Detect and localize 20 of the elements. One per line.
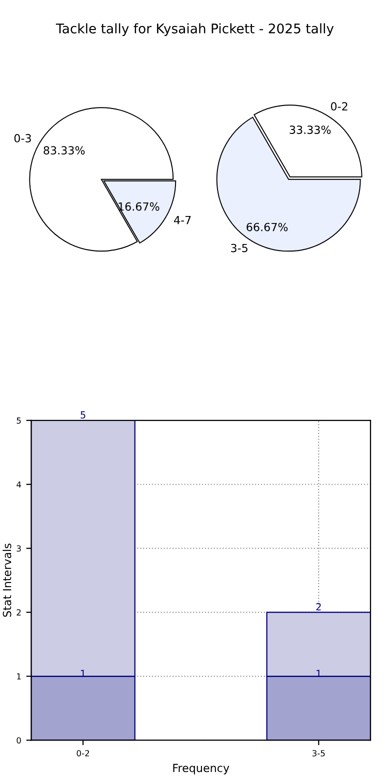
chart-title: Tackle tally for Kysaiah Pickett - 2025 tally [56, 23, 334, 36]
total-label: 5 [80, 411, 86, 419]
y-axis-title: Stat Intervals [2, 544, 12, 617]
slice-label: 4-7 [174, 216, 191, 224]
y-tick-label: 5 [16, 418, 21, 424]
slice-label: 3-5 [231, 244, 248, 252]
total-label: 2 [316, 603, 321, 610]
data-label: 16.67% [118, 202, 160, 211]
slice-label: 0-2 [330, 102, 348, 111]
y-tick-label: 0 [16, 737, 21, 744]
data-label: 83.33% [44, 146, 85, 155]
x-axis-title: Frequency [173, 764, 230, 774]
y-tick-label: 4 [16, 481, 22, 488]
data-label: 33.33% [290, 126, 331, 134]
y-tick-label: 1 [17, 673, 21, 680]
pie-slice [29, 107, 174, 252]
y-tick-label: 2 [16, 609, 21, 616]
data-label: 66.67% [246, 222, 288, 232]
slice-label: 0-3 [14, 134, 31, 142]
y-tick-label: 3 [16, 545, 21, 552]
